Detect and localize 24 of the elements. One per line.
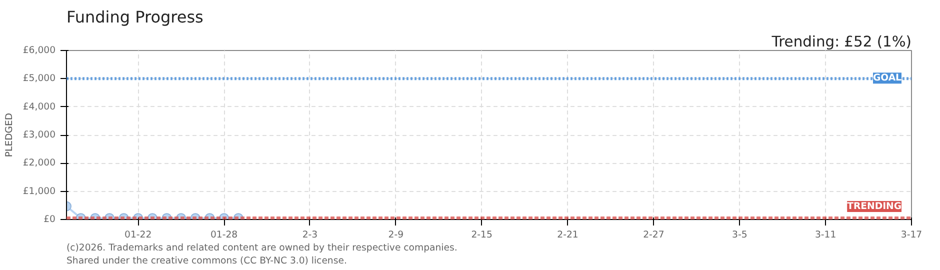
y-tick-label: £4,000 [22, 101, 56, 112]
y-tick-label: £1,000 [22, 186, 56, 197]
x-tick-label: 01-28 [210, 230, 238, 240]
x-tick-label: 2-9 [388, 230, 404, 240]
x-tick-label: 3-17 [900, 230, 922, 240]
x-tick-label: 3-5 [732, 230, 748, 240]
ref-line-label: GOAL [873, 72, 902, 84]
x-tick-label: 3-11 [814, 230, 836, 240]
x-tick-label: 2-21 [557, 230, 578, 240]
y-tick-label: £0 [44, 214, 56, 225]
y-tick-label: £5,000 [22, 73, 56, 84]
x-tick-label: 2-27 [643, 230, 664, 240]
text: (c)2026. Trademarks and related content are owned by their respective companies. [66, 242, 458, 254]
text: Shared under the creative commons (CC BY-NC 3.0) license. [66, 256, 347, 266]
ref-line-label: TRENDING [847, 201, 902, 212]
y-axis-title: PLEDGED [4, 112, 15, 158]
y-tick-label: £3,000 [22, 130, 56, 140]
x-tick-label: 2-15 [471, 230, 492, 240]
y-tick-label: £6,000 [22, 45, 56, 56]
x-tick-label: 01-22 [124, 230, 152, 240]
y-tick-label: £2,000 [22, 158, 56, 169]
chart-title: Funding Progress [66, 8, 204, 26]
x-tick-label: 2-3 [302, 230, 318, 240]
chart-subtitle: Trending: £52 (1%) [770, 34, 912, 50]
